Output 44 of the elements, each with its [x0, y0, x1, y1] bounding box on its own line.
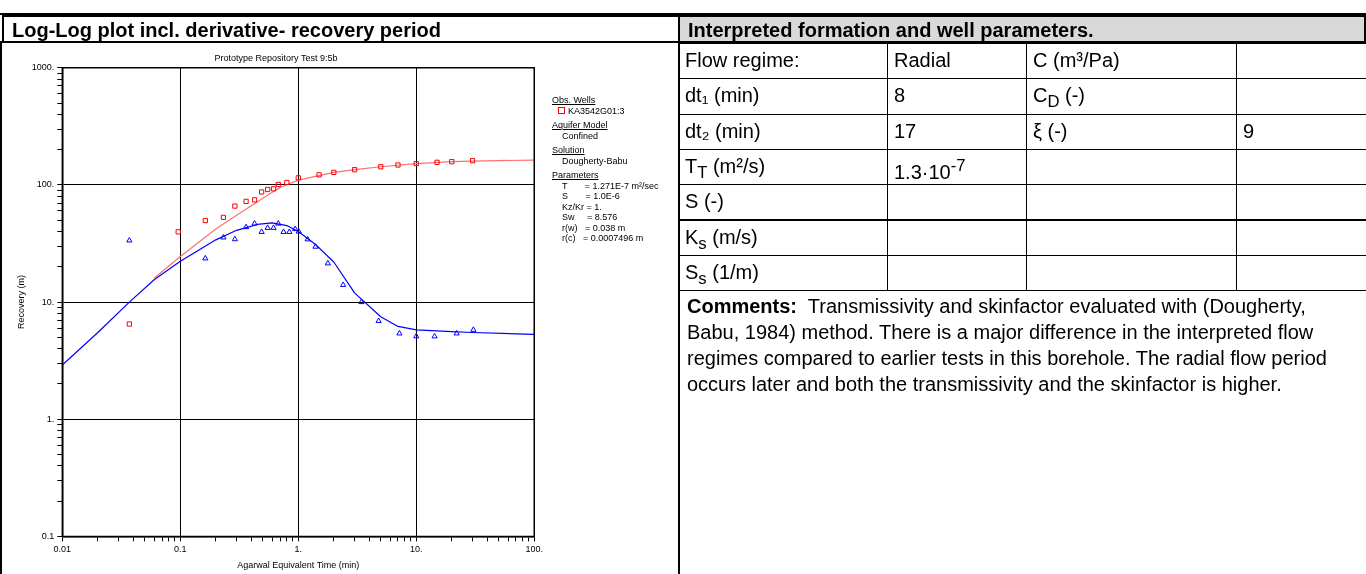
- x-tick-label: 100.: [525, 544, 544, 555]
- y-tick-label: 1000.: [31, 62, 55, 73]
- legend-label: KA3542G01:3: [567, 105, 626, 116]
- text: Comments:: [687, 295, 798, 318]
- text: C$_{D}$ (-): [1033, 84, 1086, 112]
- text: Sw = 8.576: [561, 212, 619, 223]
- chart-title: Log-Log plot incl. derivative- recovery period: [2, 15, 682, 43]
- text: ξ (-): [1033, 119, 1068, 142]
- text: r(c) = 0.0007496 m: [561, 233, 645, 244]
- text: Kz/Kr = 1.: [561, 201, 603, 212]
- text: Flow regime:: [685, 49, 800, 71]
- x-tick-label: 0.1: [174, 544, 187, 555]
- text: dt₂ (min): [685, 119, 761, 142]
- y-tick-label: 1.: [46, 413, 55, 424]
- chart-subtitle: Prototype Repository Test 9:5b: [214, 52, 338, 63]
- text: Aquifer Model: [552, 120, 609, 131]
- x-tick-label: 10.: [410, 544, 423, 555]
- text: Solution: [552, 145, 586, 156]
- text: Dougherty-Babu: [561, 155, 629, 166]
- text: S$_{s}$ (1/m): [685, 260, 759, 288]
- legend-title: Obs. Wells: [552, 95, 597, 106]
- text: Interpreted formation and well parameters.: [678, 15, 1366, 43]
- x-tick-label: 1.: [294, 544, 303, 555]
- text: Confined: [561, 130, 600, 141]
- text: S = 1.0E-6: [561, 191, 621, 202]
- text: K$_{s}$ (m/s): [685, 225, 758, 253]
- text: 1.3·10$^{-7}$: [894, 155, 966, 183]
- text: 17: [894, 119, 917, 142]
- x-tick-label: 0.01: [53, 544, 72, 555]
- y-axis-title: Recovery (m): [15, 275, 26, 330]
- text: 9: [1243, 119, 1255, 142]
- text: r(w) = 0.038 m: [561, 222, 627, 233]
- y-tick-label: 100.: [36, 179, 55, 190]
- text: S (-): [685, 190, 724, 213]
- text: 8: [894, 84, 906, 107]
- text: T = 1.271E-7 m²/sec: [561, 180, 659, 191]
- text: Parameters: [552, 170, 600, 181]
- text: C (m³/Pa): [1033, 49, 1120, 71]
- y-tick-label: 10.: [41, 296, 55, 307]
- y-tick-label: 0.1: [41, 530, 55, 541]
- text: dt₁ (min): [685, 84, 760, 107]
- text: Radial: [894, 49, 951, 71]
- text: T$_{T}$ (m²/s): [685, 154, 766, 182]
- x-axis-title: Agarwal Equivalent Time (min): [237, 560, 360, 571]
